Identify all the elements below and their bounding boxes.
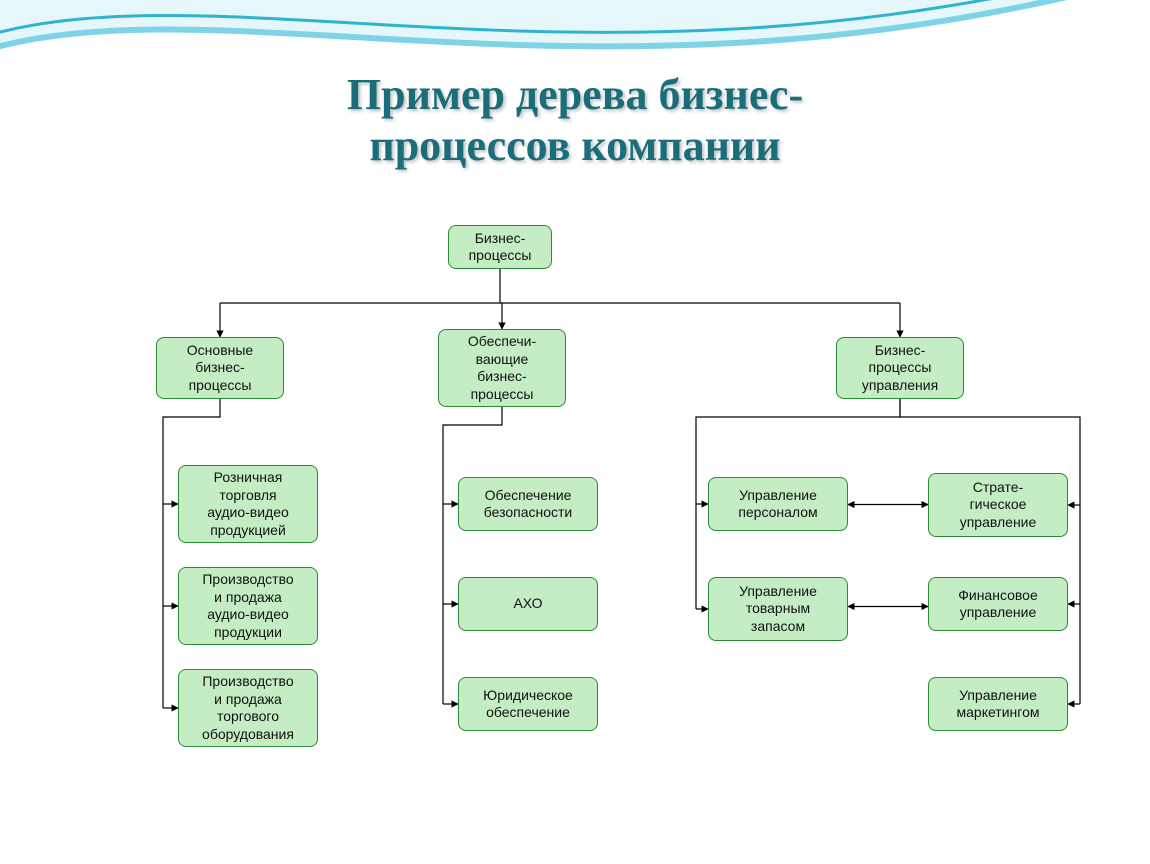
slide-title: Пример дерева бизнес- процессов компании — [0, 70, 1150, 171]
tree-node-g2b: Финансовоеуправление — [928, 577, 1068, 631]
tree-node-m3: Производствои продажаторговогооборудован… — [178, 669, 318, 747]
swoosh-inner — [0, 0, 1150, 62]
business-process-tree-diagram: Бизнес-процессы Основныебизнес-процессы Об… — [48, 195, 1103, 825]
swoosh-outer — [0, 0, 1150, 48]
tree-node-supp: Обеспечи-вающиебизнес-процессы — [438, 329, 566, 407]
tree-node-s2: АХО — [458, 577, 598, 631]
title-line-2: процессов компании — [369, 121, 780, 170]
title-line-1: Пример дерева бизнес- — [347, 70, 803, 119]
tree-node-s1: Обеспечениебезопасности — [458, 477, 598, 531]
tree-node-m1: Розничнаяторговляаудио-видеопродукцией — [178, 465, 318, 543]
tree-node-g2a: Управлениетоварнымзапасом — [708, 577, 848, 641]
tree-node-root: Бизнес-процессы — [448, 225, 552, 269]
tree-node-m2: Производствои продажааудио-видеопродукци… — [178, 567, 318, 645]
tree-node-g1b: Страте-гическоеуправление — [928, 473, 1068, 537]
tree-node-s3: Юридическоеобеспечение — [458, 677, 598, 731]
tree-node-main: Основныебизнес-процессы — [156, 337, 284, 399]
tree-node-g3b: Управлениемаркетингом — [928, 677, 1068, 731]
tree-node-g1a: Управлениеперсоналом — [708, 477, 848, 531]
tree-node-mgmt: Бизнес-процессыуправления — [836, 337, 964, 399]
swoosh-fill — [0, 0, 1150, 60]
